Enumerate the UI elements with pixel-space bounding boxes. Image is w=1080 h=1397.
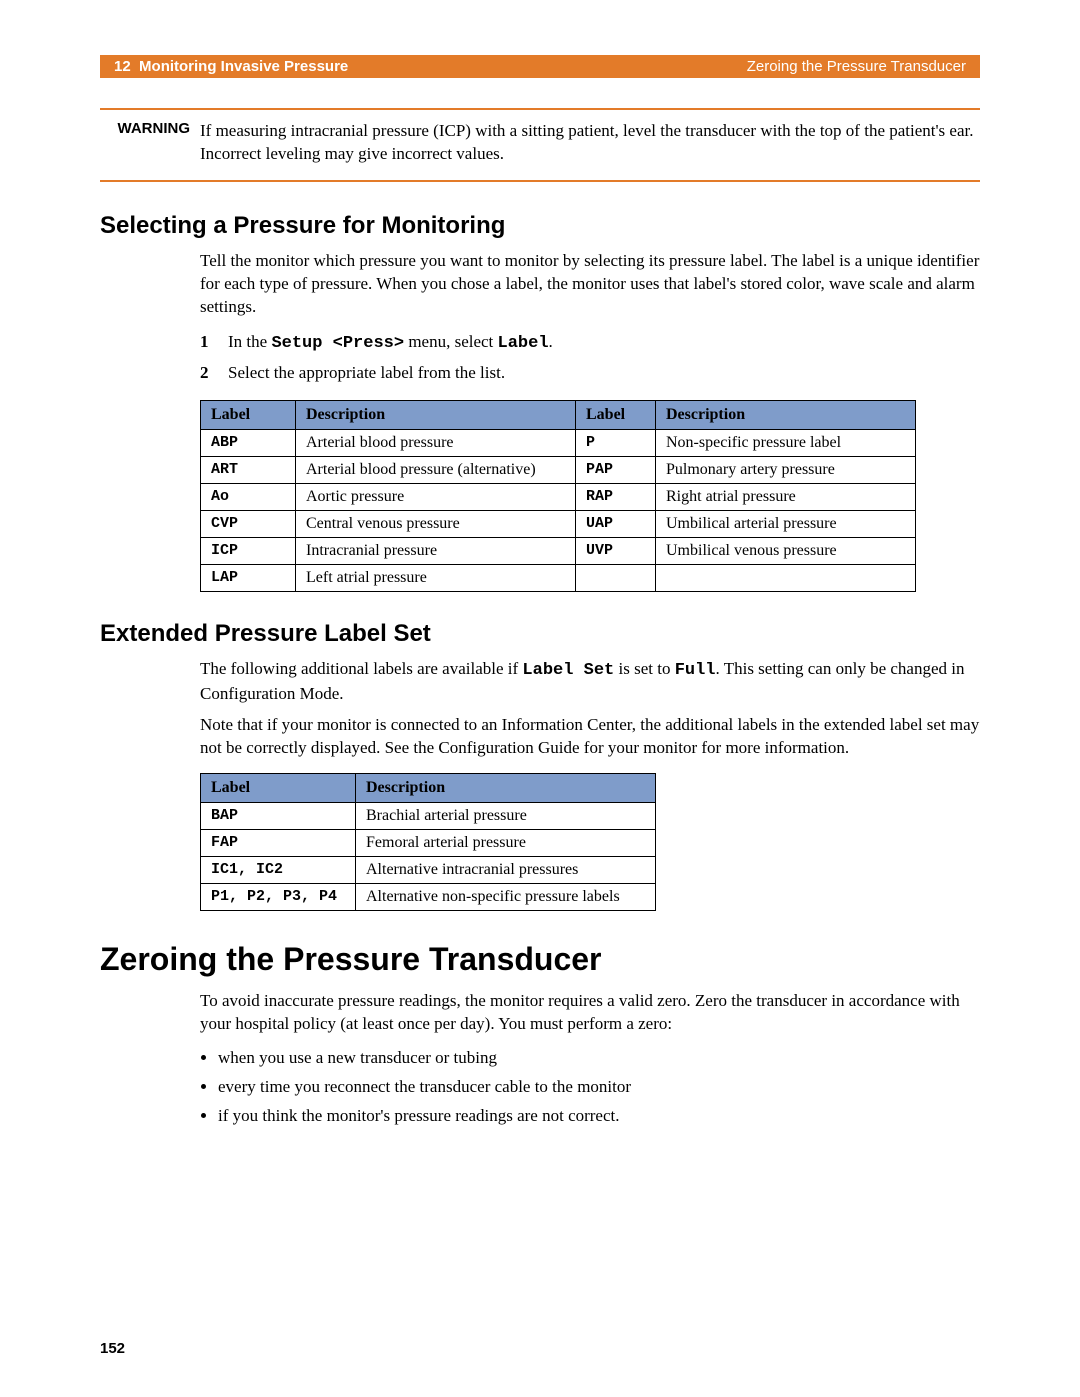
cell-label [576,564,656,591]
step1-suffix: . [549,332,553,351]
step-num-2: 2 [200,360,214,386]
cell-label: RAP [576,483,656,510]
step-2-text: Select the appropriate label from the li… [228,360,505,386]
section1-para: Tell the monitor which pressure you want… [200,250,980,319]
s2p1a: The following additional labels are avai… [200,659,522,678]
zero-bullets: when you use a new transducer or tubinge… [200,1044,980,1131]
cell-desc: Non-specific pressure label [656,429,916,456]
table-row: IC1, IC2Alternative intracranial pressur… [201,857,656,884]
heading-zeroing: Zeroing the Pressure Transducer [100,941,980,978]
cell-desc: Umbilical venous pressure [656,537,916,564]
cell-desc: Intracranial pressure [296,537,576,564]
pressure-labels-table: Label Description Label Description ABPA… [200,400,916,592]
th-desc-2: Description [656,400,916,429]
s2p1m1: Label Set [522,661,614,680]
step-1-text: In the Setup <Press> menu, select Label. [228,329,553,357]
s2p1b: is set to [614,659,674,678]
cell-label: UAP [576,510,656,537]
list-item: when you use a new transducer or tubing [218,1044,980,1073]
table-row: FAPFemoral arterial pressure [201,830,656,857]
th2-label: Label [201,774,356,803]
warning-text: If measuring intracranial pressure (ICP)… [200,120,980,166]
th-label-2: Label [576,400,656,429]
chapter-num: 12 [114,58,131,75]
cell-desc: Central venous pressure [296,510,576,537]
cell-desc: Pulmonary artery pressure [656,456,916,483]
step1-mono2: Label [498,334,549,353]
step1-mid: menu, select [404,332,497,351]
section2-para2: Note that if your monitor is connected t… [200,714,980,760]
header-section: Zeroing the Pressure Transducer [747,58,966,75]
table-row: BAPBrachial arterial pressure [201,803,656,830]
step1-mono1: Setup <Press> [271,334,404,353]
step-num-1: 1 [200,329,214,357]
cell-label: UVP [576,537,656,564]
cell-desc: Alternative intracranial pressures [356,857,656,884]
warning-block: WARNING If measuring intracranial pressu… [100,110,980,180]
list-item: every time you reconnect the transducer … [218,1073,980,1102]
header-left: 12 Monitoring Invasive Pressure [114,58,348,75]
th-desc-1: Description [296,400,576,429]
cell-label: LAP [201,564,296,591]
cell-desc: Arterial blood pressure (alternative) [296,456,576,483]
section2-para1: The following additional labels are avai… [200,658,980,706]
cell-label: Ao [201,483,296,510]
section3-para: To avoid inaccurate pressure readings, t… [200,990,980,1036]
chapter-title: Monitoring Invasive Pressure [139,58,348,75]
cell-desc: Right atrial pressure [656,483,916,510]
step-2: 2 Select the appropriate label from the … [200,360,980,386]
table-row: ABPArterial blood pressurePNon-specific … [201,429,916,456]
cell-label: P [576,429,656,456]
table-row: ICPIntracranial pressureUVPUmbilical ven… [201,537,916,564]
cell-desc [656,564,916,591]
cell-desc: Arterial blood pressure [296,429,576,456]
s2p1m2: Full [675,661,716,680]
table-row: CVPCentral venous pressureUAPUmbilical a… [201,510,916,537]
warning-label: WARNING [100,120,190,137]
table-row: ARTArterial blood pressure (alternative)… [201,456,916,483]
page-number: 152 [100,1340,125,1357]
cell-desc: Alternative non-specific pressure labels [356,884,656,911]
page-header: 12 Monitoring Invasive Pressure Zeroing … [100,55,980,78]
cell-label: FAP [201,830,356,857]
cell-desc: Umbilical arterial pressure [656,510,916,537]
cell-label: P1, P2, P3, P4 [201,884,356,911]
heading-selecting: Selecting a Pressure for Monitoring [100,212,980,240]
cell-label: CVP [201,510,296,537]
cell-label: IC1, IC2 [201,857,356,884]
step-list: 1 In the Setup <Press> menu, select Labe… [200,329,980,386]
cell-desc: Left atrial pressure [296,564,576,591]
cell-label: PAP [576,456,656,483]
table-row: AoAortic pressureRAPRight atrial pressur… [201,483,916,510]
th-label-1: Label [201,400,296,429]
step1-prefix: In the [228,332,271,351]
cell-desc: Aortic pressure [296,483,576,510]
table-row: LAPLeft atrial pressure [201,564,916,591]
cell-label: ART [201,456,296,483]
th2-desc: Description [356,774,656,803]
cell-desc: Brachial arterial pressure [356,803,656,830]
cell-desc: Femoral arterial pressure [356,830,656,857]
cell-label: ABP [201,429,296,456]
step-1: 1 In the Setup <Press> menu, select Labe… [200,329,980,357]
cell-label: BAP [201,803,356,830]
list-item: if you think the monitor's pressure read… [218,1102,980,1131]
cell-label: ICP [201,537,296,564]
heading-extended: Extended Pressure Label Set [100,620,980,648]
warning-bottom-rule [100,180,980,182]
table-row: P1, P2, P3, P4Alternative non-specific p… [201,884,656,911]
extended-labels-table: Label Description BAPBrachial arterial p… [200,773,656,911]
